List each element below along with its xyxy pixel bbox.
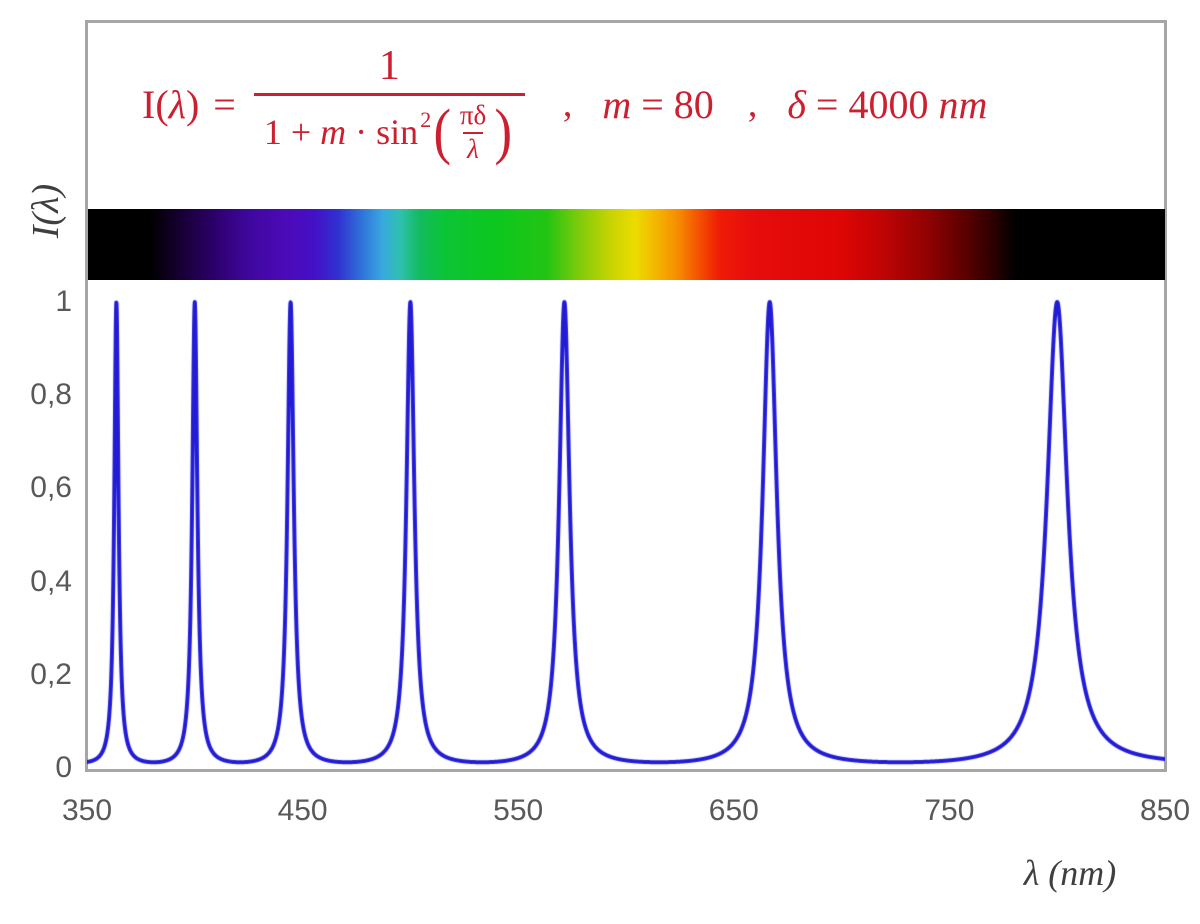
- y-tick-label: 0,8: [30, 378, 72, 412]
- y-tick-label: 0,6: [30, 471, 72, 505]
- x-tick-label: 450: [277, 794, 328, 827]
- x-tick-label: 650: [708, 794, 759, 827]
- x-tick-label: 550: [493, 794, 544, 827]
- intensity-curve-canvas: [87, 22, 1165, 770]
- y-tick-label: 0,4: [30, 564, 72, 598]
- x-tick-label: 850: [1139, 794, 1191, 827]
- x-tick-label: 750: [924, 794, 975, 827]
- y-tick-label: 0: [55, 751, 72, 784]
- y-axis-title: I(λ): [23, 155, 69, 267]
- y-tick-label: 1: [55, 285, 72, 318]
- y-tick-label: 0,2: [30, 657, 72, 691]
- y-axis-title-text: I(λ): [25, 183, 67, 239]
- x-tick-label: 350: [61, 794, 113, 827]
- x-axis-title: λ (nm): [1023, 853, 1117, 893]
